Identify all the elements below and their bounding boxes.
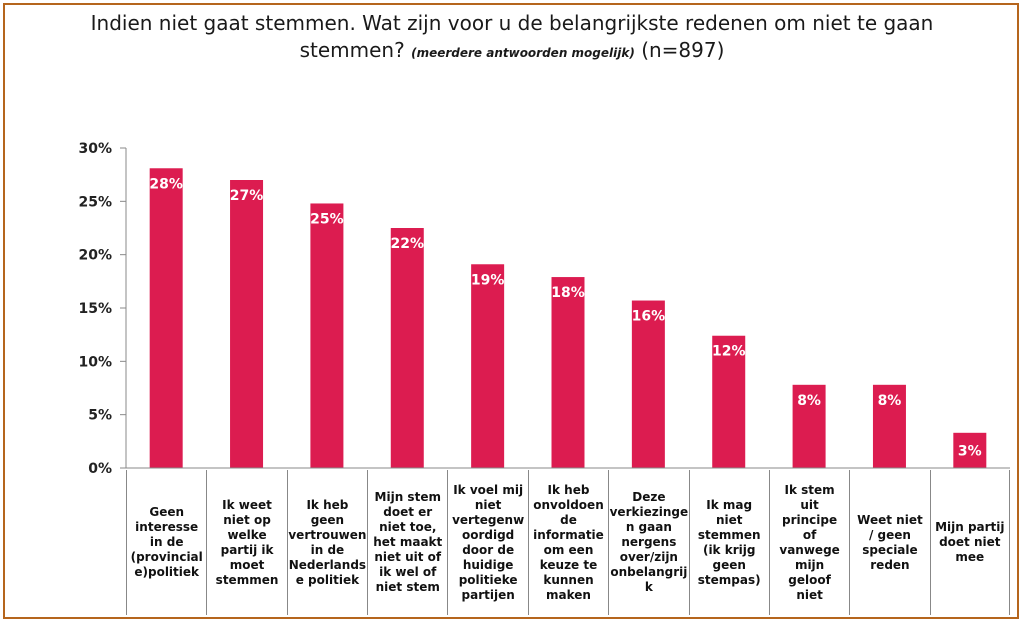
y-tick-label: 30% [78,141,112,157]
category-label: Ik heb onvoldoen de informatie om een keuze t… [527,470,608,615]
y-tick-label: 0% [88,461,112,477]
title-n: (n=897) [641,38,725,62]
category-label: Ik stem uit principe of vanwege mijn geloof … [768,470,849,615]
data-label: 12% [712,344,746,360]
category-text: Ik weet niet op welke partij ik moet stemmen [215,497,279,587]
bar [953,432,987,468]
y-tick-label: 10% [78,354,112,370]
bar [872,384,906,468]
category-text: Mijn partij doet niet mee [935,520,1005,564]
bar [390,228,424,468]
category-label: Ik mag niet stemmen (ik krijg geen stempas) [688,470,769,615]
bar [792,384,826,468]
bar [631,300,665,468]
category-text: Mijn stem doet er niet toe, het maakt niet u… [373,490,443,594]
data-label: 25% [310,211,344,227]
data-label: 28% [149,176,183,192]
category-text: Ik mag niet stemmen (ik krijg geen stempas) [697,497,761,587]
data-label: 3% [958,443,982,459]
data-label: 18% [551,285,585,301]
category-text: Ik voel mij niet vertegenw oordigd door de hu… [452,482,525,602]
title-note: (meerdere antwoorden mogelijk) [411,46,635,60]
category-label: Ik heb geen vertrouwen in de Nederlands e pol… [286,470,367,615]
category-text: Ik heb geen vertrouwen in de Nederlands e pol… [288,497,367,587]
category-text: Weet niet / geen speciale reden [857,512,923,572]
y-tick-label: 20% [78,248,112,264]
category-text: Ik heb onvoldoen de informatie om een keuze t… [533,482,604,602]
data-label: 22% [391,236,425,252]
category-label: Deze verkiezinge n gaan nergens over/zijn onb… [608,470,688,615]
bar [230,180,264,468]
category-label: Mijn partij doet niet mee [929,470,1010,615]
category-text: Ik stem uit principe of vanwege mijn geloof … [779,482,840,602]
category-text: Deze verkiezinge n gaan nergens over/zijn onb… [609,490,689,594]
category-label: Mijn stem doet er niet toe, het maakt niet u… [367,470,447,615]
category-label: Weet niet / geen speciale reden [849,470,929,615]
data-label: 16% [632,309,666,325]
data-label: 8% [878,393,902,409]
title-main: Indien niet gaat stemmen. Wat zijn voor … [90,11,934,62]
bar [551,277,585,468]
category-label: Geen interesse in de (provincial e)politiek [126,470,206,615]
category-label: Ik weet niet op welke partij ik moet stemmen [206,470,286,615]
category-text: Geen interesse in de (provincial e)politiek [130,505,203,579]
bar [471,264,505,468]
data-label: 27% [230,188,264,204]
chart-title: Indien niet gaat stemmen. Wat zijn voor … [60,10,964,67]
data-label: 8% [797,393,821,409]
y-tick-label: 15% [78,301,112,317]
bar [712,335,746,468]
bar [310,203,344,468]
category-label: Ik voel mij niet vertegenw oordigd door de hu… [447,470,527,615]
chart-frame [3,3,1019,619]
bar [149,168,183,468]
data-label: 19% [471,272,505,288]
y-tick-label: 5% [88,408,112,424]
y-tick-label: 25% [78,194,112,210]
